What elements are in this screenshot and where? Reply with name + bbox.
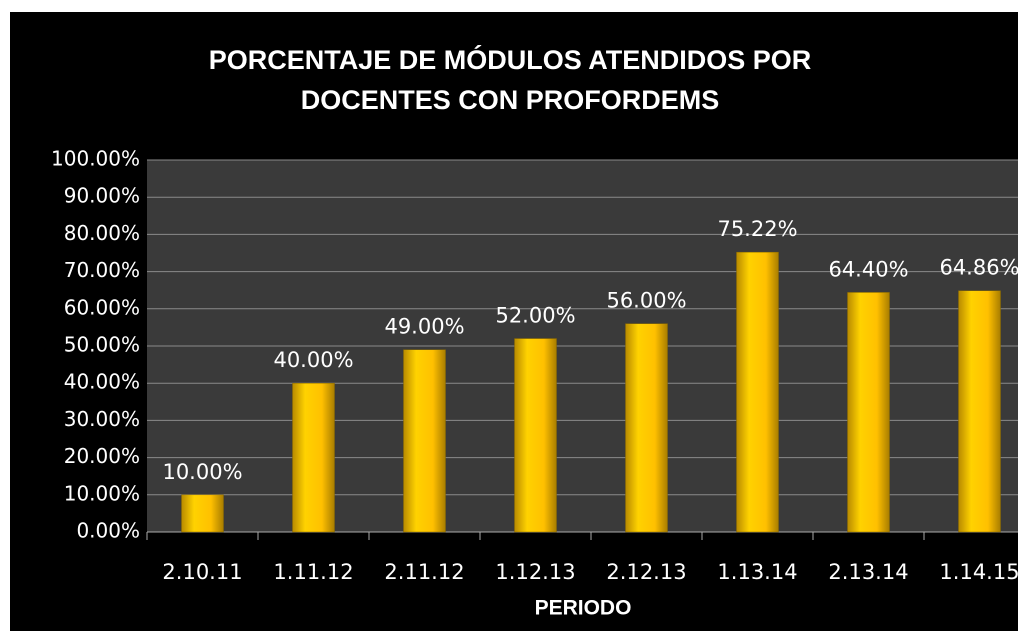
value-label: 75.22% [717,217,797,241]
x-axis-title: PERIODO [535,597,632,620]
y-tick-label: 50.00% [64,333,140,357]
bar [958,290,1001,533]
bar [625,323,668,533]
bar [514,338,557,533]
value-label: 40.00% [273,348,353,372]
y-tick-label: 100.00% [51,147,140,171]
x-tick-label: 1.11.12 [273,560,353,584]
y-tick-label: 70.00% [64,258,140,282]
y-tick-label: 40.00% [64,370,140,394]
y-tick-label: 80.00% [64,221,140,245]
x-tick-label: 2.11.12 [384,560,464,584]
x-tick-label: 2.13.14 [828,560,908,584]
value-label: 56.00% [606,289,686,313]
y-tick-label: 10.00% [64,481,140,505]
bar [181,494,224,533]
value-label: 10.00% [162,460,242,484]
x-tick-label: 1.12.13 [495,560,575,584]
bar [403,349,446,533]
bar [847,292,890,533]
y-tick-label: 30.00% [64,407,140,431]
y-tick-label: 20.00% [64,444,140,468]
value-label: 49.00% [384,315,464,339]
bar [736,251,779,533]
x-tick-label: 1.14.15 [939,560,1018,584]
y-tick-label: 90.00% [64,184,140,208]
x-tick-label: 2.10.11 [162,560,242,584]
y-tick-label: 60.00% [64,295,140,319]
chart-title: PORCENTAJE DE MÓDULOS ATENDIDOS POR DOCE… [208,45,812,115]
x-tick-label: 1.13.14 [717,560,797,584]
x-tick-label: 2.12.13 [606,560,686,584]
value-label: 52.00% [495,304,575,328]
value-label: 64.86% [939,256,1018,280]
value-label: 64.40% [828,257,908,281]
y-tick-label: 0.00% [76,519,140,543]
bar [292,382,335,533]
